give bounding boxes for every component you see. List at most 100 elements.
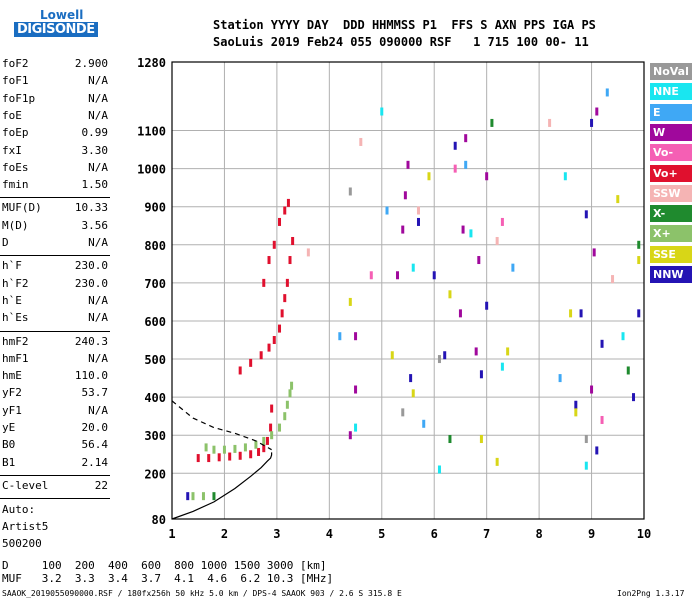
param-row: foEs N/A (2, 161, 108, 175)
data-point-x- (283, 412, 287, 421)
param-row: B0 56.4 (2, 438, 108, 452)
param-value: N/A (88, 293, 108, 307)
param-value: 53.7 (81, 386, 109, 400)
param-name: fmin (2, 178, 29, 192)
data-point-sse (574, 408, 578, 417)
y-tick-label: 80 (152, 513, 166, 527)
lowell-logo-text: Lowell (40, 8, 84, 22)
x-tick-label: 4 (326, 527, 333, 541)
param-value: N/A (88, 351, 108, 365)
param-value: 10.33 (74, 201, 108, 215)
param-name: h`F (2, 259, 22, 273)
data-point-x- (212, 445, 216, 454)
plot-frame (171, 61, 645, 520)
param-separator (0, 498, 110, 500)
param-name: hmF2 (2, 334, 29, 348)
data-point-nnw (637, 309, 641, 318)
data-point-x- (254, 440, 258, 449)
electron-density-profile (171, 452, 273, 520)
data-point-x- (270, 431, 274, 440)
y-tick-label: 700 (144, 277, 166, 291)
param-value: N/A (88, 160, 108, 174)
data-point-w (474, 347, 478, 356)
data-point-nnw (595, 446, 599, 455)
legend-item-w: W (650, 123, 692, 141)
data-point-vo- (267, 256, 271, 265)
data-point-w (401, 225, 405, 234)
data-point-x- (191, 492, 195, 501)
data-point-nnw (632, 393, 636, 402)
data-point-w (406, 160, 410, 169)
data-point-vo- (600, 415, 604, 424)
data-point-nne (380, 107, 384, 116)
data-point-noval (584, 435, 588, 444)
data-point-nnw (600, 339, 604, 348)
param-name: foF1p (2, 91, 36, 105)
data-point-nnw (409, 374, 413, 383)
param-row: foF1 N/A (2, 74, 108, 88)
x-tick-label: 2 (221, 527, 228, 541)
param-value: N/A (88, 403, 108, 417)
auto-label: Auto: (2, 503, 36, 517)
data-point-x- (222, 445, 226, 454)
data-point-nne (584, 461, 588, 470)
data-point-ssw (306, 248, 310, 257)
data-point-vo- (278, 217, 282, 226)
x-tick-label: 9 (588, 527, 595, 541)
param-value: 110.0 (74, 369, 108, 383)
data-point-nnw (485, 301, 489, 310)
file-info: SAAOK_2019055090000.RSF / 180fx256h 50 k… (2, 589, 402, 598)
param-name: MUF(D) (2, 201, 42, 215)
data-point-vo- (280, 309, 284, 318)
x-tick-label: 3 (273, 527, 280, 541)
param-row: C-level 22 (2, 479, 108, 493)
data-point-vo- (369, 271, 373, 280)
param-separator (0, 255, 110, 257)
data-point-x- (204, 443, 208, 452)
data-point-w (485, 172, 489, 181)
param-name: C-level (2, 478, 49, 492)
y-tick-label: 800 (144, 239, 166, 253)
data-point-vo- (270, 404, 274, 413)
data-point-vo- (278, 324, 282, 333)
data-point-sse (479, 435, 483, 444)
param-name: B1 (2, 455, 16, 469)
param-value: N/A (88, 108, 108, 122)
data-point-noval (401, 408, 405, 417)
data-point-vo- (288, 256, 292, 265)
data-point-vo- (267, 343, 271, 352)
y-tick-label: 600 (144, 315, 166, 329)
x-tick-label: 1 (168, 527, 175, 541)
data-point-x- (288, 389, 292, 398)
data-point-noval (437, 355, 441, 364)
distance-scale: D 100 200 400 600 800 1000 1500 3000 [km… (2, 559, 327, 572)
x-tick-label: 8 (535, 527, 542, 541)
data-point-vo- (249, 358, 253, 367)
data-point-sse (411, 389, 415, 398)
data-point-sse (427, 172, 431, 181)
x-tick-label: 5 (378, 527, 385, 541)
data-point-vo- (196, 454, 200, 463)
param-row: fmin 1.50 (2, 178, 108, 192)
param-value: 56.4 (81, 438, 109, 452)
param-row: foF1p N/A (2, 92, 108, 106)
param-value: 230.0 (74, 259, 108, 273)
data-point-vo- (500, 217, 504, 226)
legend-item-e: E (650, 103, 692, 121)
param-separator (0, 330, 110, 332)
legend-item-noval: NoVal (650, 63, 692, 80)
param-value: 0.99 (81, 126, 109, 140)
data-point-ssw (548, 118, 552, 127)
data-point-sse (390, 351, 394, 360)
data-point-sse (448, 290, 452, 299)
data-point-x- (262, 436, 266, 445)
software-version: Ion2Png 1.3.17 (617, 589, 685, 598)
data-point-nne (354, 423, 358, 432)
param-name: hmE (2, 369, 22, 383)
data-point-vo- (228, 452, 232, 461)
data-point-vo- (286, 198, 290, 207)
data-point-nnw (453, 141, 457, 150)
data-point-sse (348, 297, 352, 306)
data-point-w (592, 248, 596, 257)
